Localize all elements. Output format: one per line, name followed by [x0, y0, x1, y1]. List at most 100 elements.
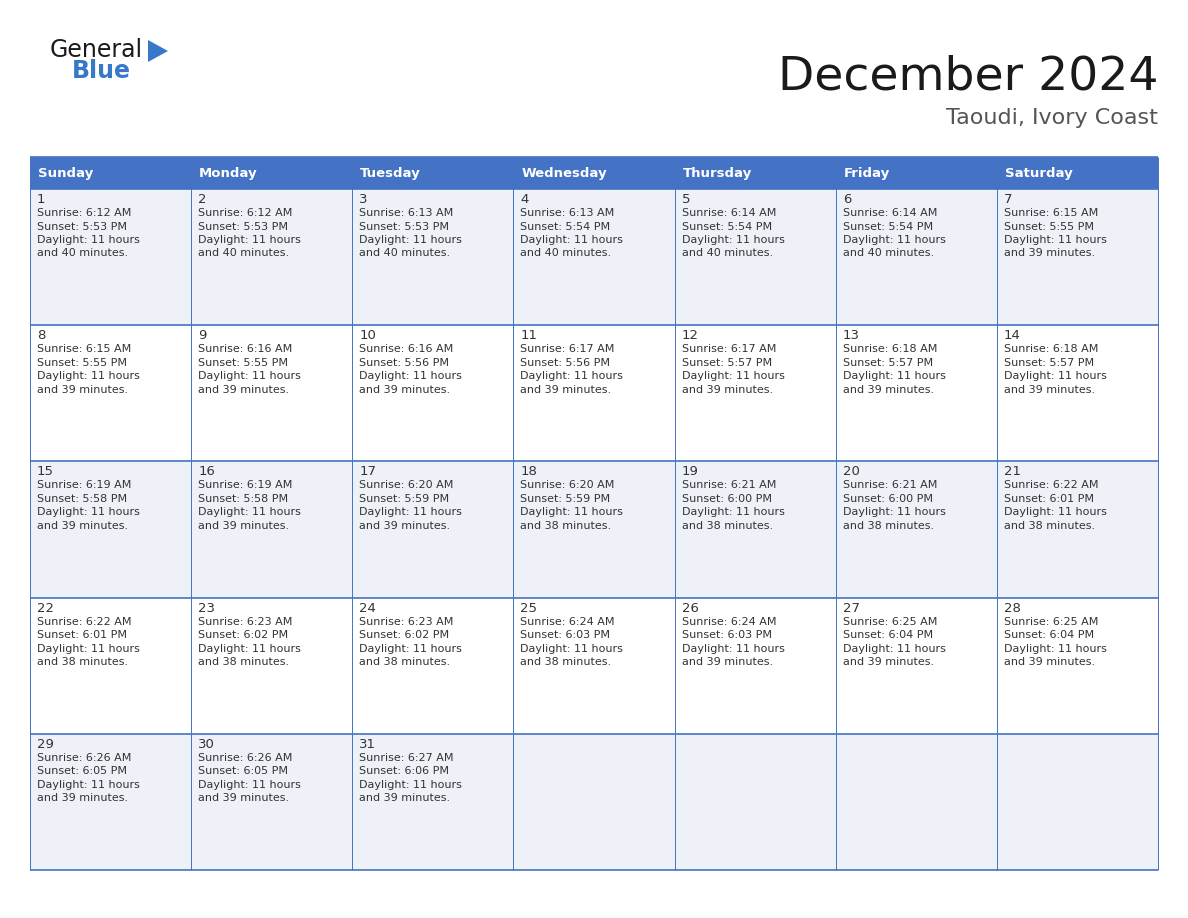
Text: and 39 minutes.: and 39 minutes. — [682, 657, 772, 667]
Text: Sunrise: 6:14 AM: Sunrise: 6:14 AM — [682, 208, 776, 218]
Text: Sunset: 6:06 PM: Sunset: 6:06 PM — [359, 767, 449, 777]
Text: 14: 14 — [1004, 330, 1020, 342]
Text: 4: 4 — [520, 193, 529, 206]
Text: 19: 19 — [682, 465, 699, 478]
Text: Daylight: 11 hours: Daylight: 11 hours — [520, 644, 624, 654]
Bar — [513, 733, 675, 870]
Text: Daylight: 11 hours: Daylight: 11 hours — [37, 508, 140, 518]
Text: Daylight: 11 hours: Daylight: 11 hours — [198, 644, 301, 654]
Text: General: General — [50, 38, 143, 62]
Text: and 40 minutes.: and 40 minutes. — [520, 249, 612, 259]
Bar — [675, 733, 835, 870]
Text: and 38 minutes.: and 38 minutes. — [198, 657, 289, 667]
Bar — [997, 462, 1158, 598]
Text: and 39 minutes.: and 39 minutes. — [37, 521, 128, 531]
Text: Sunrise: 6:14 AM: Sunrise: 6:14 AM — [842, 208, 937, 218]
Text: Sunset: 6:02 PM: Sunset: 6:02 PM — [198, 630, 289, 640]
Text: Sunset: 5:58 PM: Sunset: 5:58 PM — [37, 494, 127, 504]
Bar — [997, 325, 1158, 462]
Bar — [191, 189, 353, 325]
Text: Sunrise: 6:16 AM: Sunrise: 6:16 AM — [359, 344, 454, 354]
Text: and 39 minutes.: and 39 minutes. — [198, 385, 289, 395]
Text: Daylight: 11 hours: Daylight: 11 hours — [1004, 644, 1107, 654]
Bar — [30, 598, 191, 733]
Text: and 39 minutes.: and 39 minutes. — [359, 521, 450, 531]
Text: 9: 9 — [198, 330, 207, 342]
Text: Sunset: 5:53 PM: Sunset: 5:53 PM — [359, 221, 449, 231]
Text: Sunrise: 6:22 AM: Sunrise: 6:22 AM — [1004, 480, 1099, 490]
Text: and 40 minutes.: and 40 minutes. — [682, 249, 772, 259]
Text: 22: 22 — [37, 601, 53, 614]
Text: Sunset: 5:57 PM: Sunset: 5:57 PM — [1004, 358, 1094, 368]
Text: 8: 8 — [37, 330, 45, 342]
Text: Sunset: 6:05 PM: Sunset: 6:05 PM — [198, 767, 289, 777]
Text: Friday: Friday — [843, 166, 890, 180]
Text: and 39 minutes.: and 39 minutes. — [682, 385, 772, 395]
Polygon shape — [148, 40, 168, 62]
Text: Daylight: 11 hours: Daylight: 11 hours — [359, 508, 462, 518]
Bar — [835, 462, 997, 598]
Bar — [997, 189, 1158, 325]
Bar — [191, 598, 353, 733]
Text: Sunrise: 6:25 AM: Sunrise: 6:25 AM — [1004, 617, 1098, 627]
Text: 23: 23 — [198, 601, 215, 614]
Text: Sunrise: 6:21 AM: Sunrise: 6:21 AM — [682, 480, 776, 490]
Bar — [513, 462, 675, 598]
Bar — [30, 189, 191, 325]
Text: and 38 minutes.: and 38 minutes. — [37, 657, 128, 667]
Bar — [191, 462, 353, 598]
Bar — [675, 189, 835, 325]
Text: 11: 11 — [520, 330, 537, 342]
Text: 2: 2 — [198, 193, 207, 206]
Bar — [353, 733, 513, 870]
Text: 16: 16 — [198, 465, 215, 478]
Text: 21: 21 — [1004, 465, 1020, 478]
Text: Daylight: 11 hours: Daylight: 11 hours — [198, 371, 301, 381]
Text: Thursday: Thursday — [683, 166, 752, 180]
Text: Daylight: 11 hours: Daylight: 11 hours — [359, 235, 462, 245]
Bar — [835, 189, 997, 325]
Text: Blue: Blue — [72, 59, 131, 83]
Text: Daylight: 11 hours: Daylight: 11 hours — [682, 508, 784, 518]
Text: Daylight: 11 hours: Daylight: 11 hours — [1004, 371, 1107, 381]
Text: Sunset: 6:00 PM: Sunset: 6:00 PM — [682, 494, 771, 504]
Text: 30: 30 — [198, 738, 215, 751]
Text: and 40 minutes.: and 40 minutes. — [842, 249, 934, 259]
Bar — [353, 462, 513, 598]
Text: Sunset: 5:55 PM: Sunset: 5:55 PM — [1004, 221, 1094, 231]
Text: 18: 18 — [520, 465, 537, 478]
Bar — [675, 462, 835, 598]
Text: 17: 17 — [359, 465, 377, 478]
Bar — [353, 325, 513, 462]
Bar — [191, 157, 353, 189]
Bar — [675, 325, 835, 462]
Text: Sunrise: 6:18 AM: Sunrise: 6:18 AM — [1004, 344, 1098, 354]
Text: Daylight: 11 hours: Daylight: 11 hours — [842, 508, 946, 518]
Bar — [997, 598, 1158, 733]
Bar — [997, 157, 1158, 189]
Text: and 38 minutes.: and 38 minutes. — [520, 657, 612, 667]
Text: Sunrise: 6:12 AM: Sunrise: 6:12 AM — [198, 208, 292, 218]
Bar — [30, 733, 191, 870]
Text: Taoudi, Ivory Coast: Taoudi, Ivory Coast — [946, 108, 1158, 128]
Text: Sunrise: 6:19 AM: Sunrise: 6:19 AM — [198, 480, 292, 490]
Text: Sunset: 5:53 PM: Sunset: 5:53 PM — [37, 221, 127, 231]
Text: 20: 20 — [842, 465, 860, 478]
Text: Daylight: 11 hours: Daylight: 11 hours — [359, 779, 462, 789]
Text: Daylight: 11 hours: Daylight: 11 hours — [842, 644, 946, 654]
Text: Sunset: 6:05 PM: Sunset: 6:05 PM — [37, 767, 127, 777]
Text: Sunrise: 6:26 AM: Sunrise: 6:26 AM — [37, 753, 132, 763]
Text: Sunrise: 6:23 AM: Sunrise: 6:23 AM — [359, 617, 454, 627]
Text: Sunset: 6:00 PM: Sunset: 6:00 PM — [842, 494, 933, 504]
Text: Sunset: 5:56 PM: Sunset: 5:56 PM — [520, 358, 611, 368]
Text: Sunrise: 6:23 AM: Sunrise: 6:23 AM — [198, 617, 292, 627]
Text: 31: 31 — [359, 738, 377, 751]
Text: 27: 27 — [842, 601, 860, 614]
Text: Sunset: 5:53 PM: Sunset: 5:53 PM — [198, 221, 289, 231]
Text: 6: 6 — [842, 193, 851, 206]
Text: Sunday: Sunday — [38, 166, 93, 180]
Bar — [513, 189, 675, 325]
Text: 1: 1 — [37, 193, 45, 206]
Text: Daylight: 11 hours: Daylight: 11 hours — [198, 235, 301, 245]
Text: and 38 minutes.: and 38 minutes. — [520, 521, 612, 531]
